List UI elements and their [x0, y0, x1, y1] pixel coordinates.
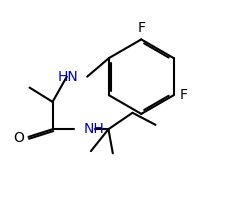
Text: O: O	[13, 131, 24, 145]
Text: F: F	[179, 88, 187, 102]
Text: NH: NH	[83, 122, 104, 136]
Text: HN: HN	[58, 70, 79, 84]
Text: F: F	[137, 21, 145, 35]
